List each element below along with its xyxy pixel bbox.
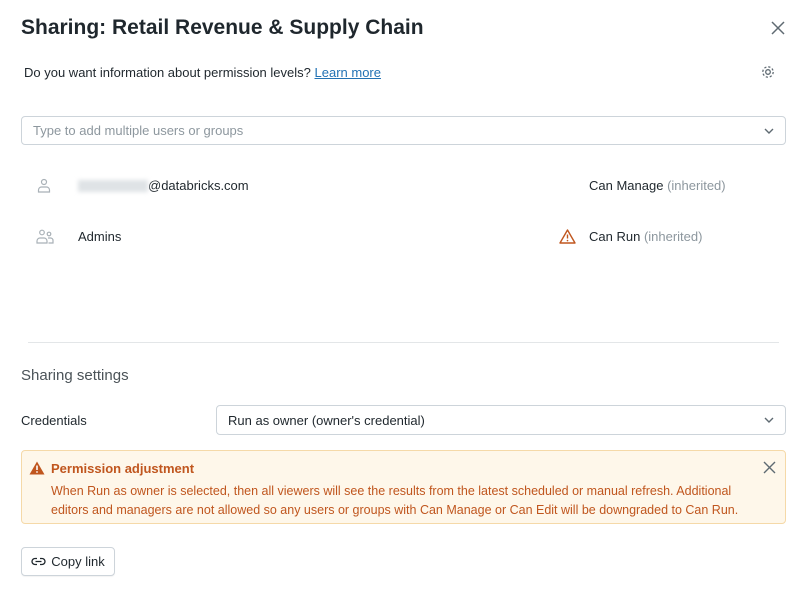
member-row: Admins Can Run (inherited) [0,226,806,246]
member-name: Admins [78,228,122,244]
learn-more-link[interactable]: Learn more [314,65,381,80]
link-icon [31,557,46,566]
warning-icon [559,228,576,244]
warning-icon [29,461,45,475]
redacted-username [78,180,148,193]
info-text: Do you want information about permission… [24,65,311,80]
group-icon [36,229,54,244]
alert-body: When Run as owner is selected, then all … [51,484,739,517]
alert-title: Permission adjustment [51,461,195,476]
member-row: @databricks.com Can Manage (inherited) [0,175,806,195]
credentials-select[interactable]: Run as owner (owner's credential) [216,405,786,435]
credentials-label: Credentials [21,413,87,428]
user-icon [37,178,51,193]
gear-icon[interactable] [760,64,776,80]
add-users-input[interactable]: Type to add multiple users or groups [21,116,786,145]
permission-info: Do you want information about permission… [24,65,381,80]
chevron-down-icon [764,128,774,134]
member-permission[interactable]: Can Manage (inherited) [589,177,726,193]
dialog-title: Sharing: Retail Revenue & Supply Chain [21,16,424,39]
divider [28,342,779,343]
chevron-down-icon [764,417,774,423]
sharing-settings-heading: Sharing settings [21,367,129,384]
close-icon[interactable] [763,461,776,474]
copy-link-label: Copy link [51,554,105,569]
copy-link-button[interactable]: Copy link [21,547,115,576]
search-placeholder: Type to add multiple users or groups [33,123,244,138]
permission-adjustment-alert: Permission adjustment When Run as owner … [21,450,786,524]
member-permission[interactable]: Can Run (inherited) [589,228,703,244]
member-name: @databricks.com [78,178,249,193]
credentials-value: Run as owner (owner's credential) [228,412,425,428]
close-icon[interactable] [770,20,786,36]
